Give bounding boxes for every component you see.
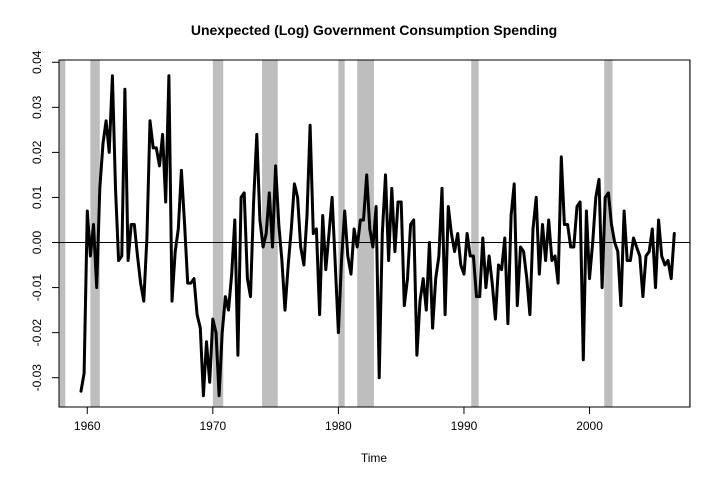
x-tick-label-2000: 2000 — [576, 419, 603, 433]
y-tick-label-6: 0.03 — [30, 95, 44, 119]
recession-band-6 — [357, 60, 374, 407]
x-axis-label: Time — [361, 451, 388, 465]
y-tick-label-0: -0.03 — [30, 364, 44, 392]
recession-band-8 — [604, 60, 613, 407]
y-tick-label-2: -0.01 — [30, 274, 44, 302]
recession-band-7 — [471, 60, 479, 407]
x-tick-label-1960: 1960 — [74, 419, 101, 433]
recession-band-3 — [212, 60, 224, 407]
y-tick-label-1: -0.02 — [30, 319, 44, 347]
recession-band-5 — [338, 60, 345, 407]
chart-title: Unexpected (Log) Government Consumption … — [191, 22, 557, 38]
y-tick-label-5: 0.02 — [30, 140, 44, 164]
y-tick-label-7: 0.04 — [30, 50, 44, 74]
y-tick-label-3: 0.00 — [30, 231, 44, 255]
x-tick-label-1970: 1970 — [199, 419, 226, 433]
y-tick-label-4: 0.01 — [30, 185, 44, 209]
recession-band-4 — [262, 60, 278, 407]
x-tick-label-1980: 1980 — [325, 419, 352, 433]
y-axis: -0.03 -0.02 -0.01 0.00 0.01 0.02 0.03 0.04 — [30, 50, 60, 392]
recession-band-1 — [59, 60, 66, 407]
x-tick-label-1990: 1990 — [451, 419, 478, 433]
series-line — [79, 74, 676, 398]
recession-band-9 — [688, 60, 690, 407]
x-axis: 1960 1970 1980 1990 2000 — [74, 406, 603, 433]
